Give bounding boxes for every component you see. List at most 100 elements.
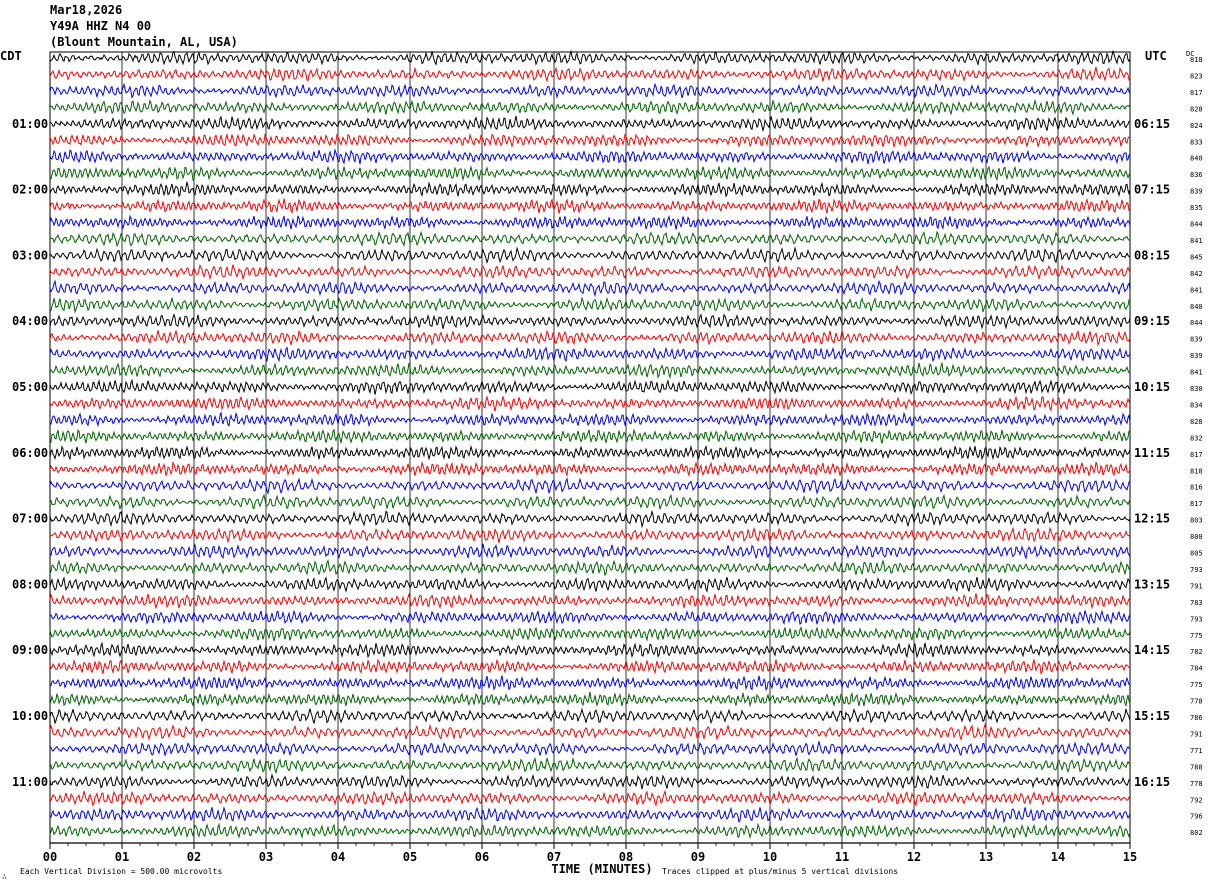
trace-line — [49, 756, 1131, 775]
dc-offset-value: 824 — [1190, 122, 1203, 130]
recording-date: Mar18,2026 — [50, 3, 123, 17]
dc-offset-value: 817 — [1190, 451, 1203, 459]
dc-offset-value: 840 — [1190, 303, 1203, 311]
x-tick-label: 04 — [331, 850, 345, 864]
dc-offset-value: 832 — [1190, 434, 1203, 442]
corner-mark: ∴ — [2, 872, 7, 881]
local-hour-label: 07:00 — [12, 512, 48, 526]
dc-offset-value: 833 — [1190, 138, 1203, 146]
trace-line — [49, 509, 1131, 529]
dc-offset-value: 778 — [1190, 780, 1203, 788]
station-location: (Blount Mountain, AL, USA) — [50, 35, 238, 49]
clip-note: Traces clipped at plus/minus 5 vertical … — [662, 867, 898, 876]
local-hour-label: 10:00 — [12, 709, 48, 723]
dc-offset-value: 840 — [1190, 155, 1203, 163]
trace-line — [49, 576, 1131, 593]
dc-offset-value: 841 — [1190, 286, 1203, 294]
dc-offset-value: 842 — [1190, 270, 1203, 278]
trace-line — [49, 394, 1131, 412]
trace-line — [49, 592, 1131, 610]
trace-line — [49, 428, 1131, 445]
x-tick-label: 14 — [1051, 850, 1065, 864]
dc-offset-value: 830 — [1190, 385, 1203, 393]
trace-line — [49, 230, 1131, 248]
dc-offset-value: 835 — [1190, 204, 1203, 212]
dc-offset-column: 818 823 817 828 824 833 840 836 839 835 844 841 845 8… — [1190, 56, 1203, 837]
dc-offset-value: 817 — [1190, 89, 1203, 97]
trace-line — [49, 658, 1131, 675]
trace-line — [49, 296, 1131, 314]
dc-column-header: DC — [1186, 50, 1194, 58]
trace-line — [49, 346, 1131, 363]
x-tick-label: 08 — [619, 850, 633, 864]
dc-offset-value: 839 — [1190, 188, 1203, 196]
trace-line — [49, 741, 1131, 757]
dc-offset-value: 771 — [1190, 747, 1203, 755]
dc-offset-value: 783 — [1190, 599, 1203, 607]
trace-line — [49, 477, 1131, 495]
dc-offset-value: 818 — [1190, 56, 1203, 64]
trace-line — [49, 49, 1131, 67]
x-tick-label: 10 — [763, 850, 777, 864]
trace-line — [49, 263, 1131, 281]
trace-line — [49, 609, 1131, 626]
x-tick-label: 11 — [835, 850, 849, 864]
trace-line — [49, 181, 1131, 198]
trace-line — [49, 806, 1131, 824]
minutes-axis: 00 01 02 03 04 05 06 07 08 09 10 11 12 13 14 15 — [43, 842, 1137, 864]
dc-offset-value: 844 — [1190, 319, 1203, 327]
trace-line — [49, 378, 1131, 395]
dc-offset-value: 786 — [1190, 714, 1203, 722]
local-hour-label: 05:00 — [12, 380, 48, 394]
trace-line — [49, 410, 1131, 428]
utc-hour-label: 14:15 — [1134, 643, 1170, 657]
dc-offset-value: 841 — [1190, 369, 1203, 377]
trace-line — [49, 361, 1131, 380]
dc-offset-value: 791 — [1190, 582, 1203, 590]
x-tick-label: 01 — [115, 850, 129, 864]
trace-line — [49, 246, 1131, 264]
dc-offset-value: 823 — [1190, 72, 1203, 80]
trace-line — [49, 543, 1131, 560]
seismic-traces — [49, 49, 1131, 840]
utc-hour-label: 06:15 — [1134, 117, 1170, 131]
utc-hour-label: 08:15 — [1134, 248, 1170, 262]
trace-line — [49, 789, 1131, 807]
dc-offset-value: 793 — [1190, 566, 1203, 574]
right-timezone-label: UTC — [1145, 49, 1167, 63]
dc-offset-value: 818 — [1190, 467, 1203, 475]
trace-line — [49, 82, 1131, 99]
vertical-scale-note: Each Vertical Division = 500.00 microvol… — [20, 867, 222, 876]
trace-line — [49, 197, 1131, 215]
trace-line — [50, 493, 1131, 511]
x-tick-label: 09 — [691, 850, 705, 864]
dc-offset-value: 796 — [1190, 813, 1203, 821]
dc-offset-value: 834 — [1190, 401, 1203, 409]
station-id: Y49A HHZ N4 00 — [50, 19, 152, 33]
dc-offset-value: 844 — [1190, 221, 1203, 229]
utc-time-axis: 06:15 07:15 08:15 09:15 10:15 11:15 12:15 13:15… — [1134, 117, 1170, 789]
local-hour-label: 08:00 — [12, 577, 48, 591]
dc-offset-value: 784 — [1190, 665, 1203, 673]
utc-hour-label: 07:15 — [1134, 183, 1170, 197]
trace-line — [49, 822, 1131, 840]
left-timezone-label: CDT — [0, 49, 22, 63]
dc-offset-value: 817 — [1190, 500, 1203, 508]
dc-offset-value: 793 — [1190, 615, 1203, 623]
dc-offset-value: 805 — [1190, 550, 1203, 558]
utc-hour-label: 15:15 — [1134, 709, 1170, 723]
dc-offset-value: 802 — [1190, 829, 1203, 837]
x-tick-label: 06 — [475, 850, 489, 864]
trace-line — [49, 98, 1131, 116]
x-tick-label: 05 — [403, 850, 417, 864]
local-hour-label: 03:00 — [12, 248, 48, 262]
trace-line — [49, 675, 1131, 691]
dc-offset-value: 816 — [1190, 484, 1203, 492]
dc-offset-value: 791 — [1190, 730, 1203, 738]
trace-line — [49, 460, 1131, 478]
local-hour-label: 04:00 — [12, 314, 48, 328]
utc-hour-label: 12:15 — [1134, 512, 1170, 526]
dc-offset-value: 839 — [1190, 352, 1203, 360]
utc-hour-label: 09:15 — [1134, 314, 1170, 328]
